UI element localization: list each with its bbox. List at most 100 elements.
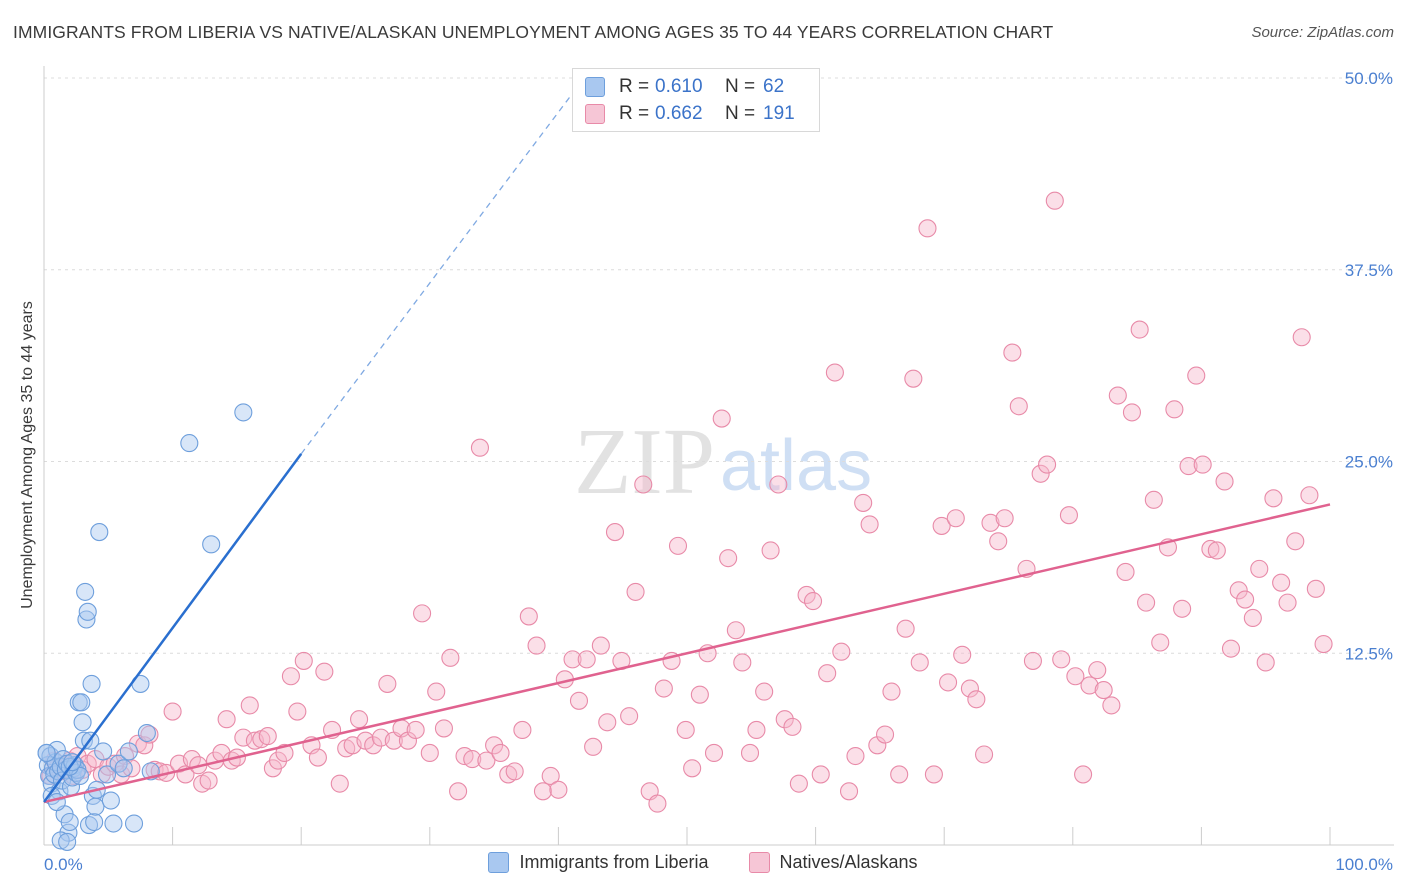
natives-point <box>1088 661 1107 680</box>
legend-item-liberia[interactable]: Immigrants from Liberia <box>488 852 709 873</box>
liberia-point <box>47 792 66 812</box>
natives-point <box>1137 593 1156 612</box>
natives-point <box>1215 472 1234 491</box>
natives-point <box>761 541 780 560</box>
natives-point <box>747 720 766 740</box>
tick-labels: 12.5% 25.0% 37.5% 50.0% 0.0% 100.0% <box>44 69 1393 874</box>
y-tick-label: 12.5% <box>1345 644 1393 663</box>
liberia-point <box>97 765 117 784</box>
legend-n-label: N = <box>725 76 756 97</box>
natives-point <box>634 475 653 494</box>
legend-swatch-pink <box>585 104 605 124</box>
natives-point <box>1122 403 1142 422</box>
natives-point <box>1256 653 1275 672</box>
natives-point <box>726 621 745 640</box>
liberia-point <box>60 812 79 832</box>
natives-point <box>470 438 490 457</box>
natives-point <box>541 766 560 786</box>
natives-point <box>740 743 760 763</box>
natives-point <box>733 653 752 672</box>
liberia-point <box>79 816 99 835</box>
natives-point <box>269 751 288 770</box>
liberia-point <box>114 759 133 778</box>
natives-point <box>811 765 830 784</box>
liberia-trend-extension <box>300 77 585 455</box>
natives-point <box>769 475 788 494</box>
natives-trend-line <box>43 503 1331 804</box>
natives-point <box>1229 581 1248 600</box>
natives-point <box>1306 579 1325 598</box>
natives-point <box>163 702 182 721</box>
y-tick-label: 50.0% <box>1345 69 1393 88</box>
natives-point <box>406 720 425 740</box>
natives-point <box>1286 532 1305 551</box>
natives-point <box>783 717 802 736</box>
chart-title: IMMIGRANTS FROM LIBERIA VS NATIVE/ALASKA… <box>13 22 1054 42</box>
legend-r-value: 0.610 <box>655 76 703 97</box>
natives-point <box>563 650 582 669</box>
axes <box>43 66 1394 846</box>
natives-point <box>981 513 1000 532</box>
natives-point <box>1052 650 1071 669</box>
natives-point <box>308 748 327 767</box>
liberia-point <box>72 693 91 712</box>
legend-row-natives: R = 0.662 N = 191 <box>585 100 795 128</box>
natives-point <box>896 619 915 638</box>
natives-point <box>932 516 951 535</box>
natives-point <box>1193 455 1212 474</box>
watermark-zip: ZIP <box>574 410 715 514</box>
legend-item-natives[interactable]: Natives/Alaskans <box>748 852 918 873</box>
natives-point <box>477 751 496 770</box>
natives-point <box>1300 486 1319 505</box>
liberia-point <box>124 814 144 833</box>
natives-point <box>946 509 965 528</box>
natives-point <box>882 682 901 701</box>
liberia-point <box>37 743 56 763</box>
natives-point <box>1243 608 1262 628</box>
legend-swatch-blue <box>488 852 510 873</box>
legend-label-liberia: Immigrants from Liberia <box>519 852 709 872</box>
legend-n-value: 191 <box>763 103 795 124</box>
natives-point <box>683 759 702 778</box>
liberia-point <box>47 740 66 759</box>
natives-point <box>1038 455 1057 474</box>
legend-n-value: 62 <box>763 76 785 97</box>
natives-point <box>281 667 300 686</box>
natives-point <box>654 679 673 698</box>
natives-point <box>939 673 958 692</box>
liberia-point <box>94 742 113 761</box>
natives-point <box>605 523 625 542</box>
x-tick-label: 100.0% <box>1335 855 1393 874</box>
natives-point <box>1031 464 1050 483</box>
natives-point <box>234 728 253 747</box>
natives-point <box>1059 506 1078 525</box>
natives-point <box>533 782 553 801</box>
natives-point <box>491 743 510 763</box>
liberia-point <box>76 582 95 601</box>
natives-point <box>1116 562 1135 581</box>
liberia-point <box>73 713 92 732</box>
natives-point <box>1278 593 1297 612</box>
natives-point <box>860 515 879 534</box>
source-label: Source: ZipAtlas.com <box>1251 24 1394 41</box>
natives-point <box>485 736 504 755</box>
correlation-legend: R = 0.610 N = 62 R = 0.662 N = 191 <box>572 68 820 132</box>
natives-point <box>1003 343 1022 362</box>
natives-point <box>712 409 731 428</box>
natives-point <box>240 696 259 715</box>
trend-lines <box>42 77 1331 804</box>
natives-point <box>1314 634 1333 654</box>
grid-lines <box>44 77 1394 654</box>
liberia-point <box>78 602 97 621</box>
natives-point <box>1221 639 1241 658</box>
natives-point <box>584 737 603 756</box>
legend-swatch-blue <box>585 77 605 97</box>
natives-point <box>527 636 546 655</box>
natives-point <box>818 664 837 683</box>
natives-point <box>704 743 724 763</box>
natives-point <box>199 771 218 790</box>
natives-point <box>690 685 709 704</box>
natives-point <box>989 532 1008 551</box>
natives-point <box>364 736 383 755</box>
